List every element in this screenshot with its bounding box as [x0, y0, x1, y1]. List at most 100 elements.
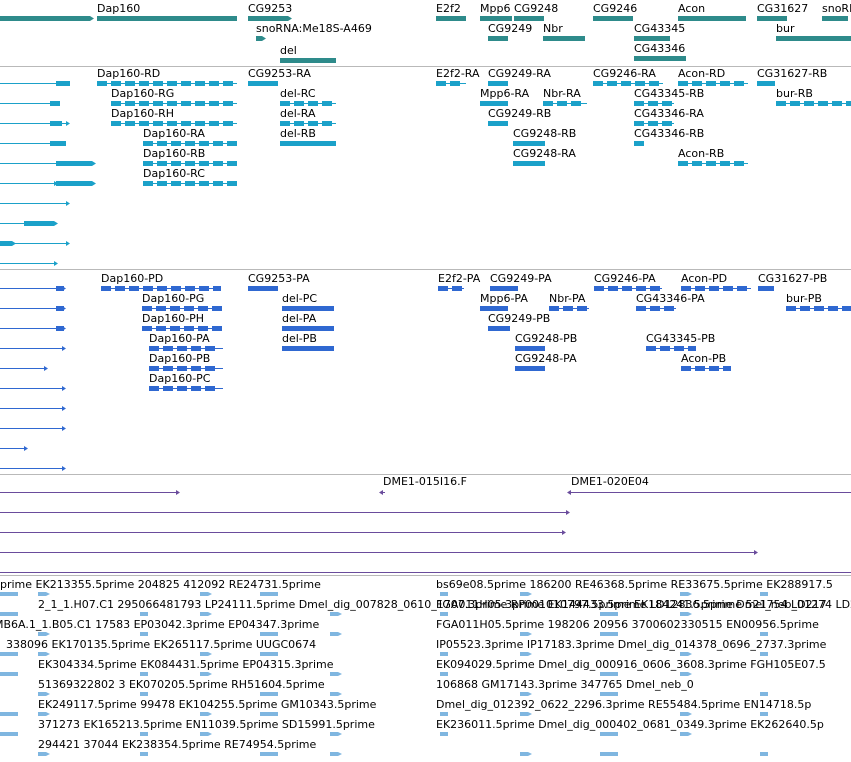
gene-label[interactable]: CG43345: [634, 22, 686, 35]
est-feature[interactable]: [196, 651, 212, 657]
polypeptide-feature[interactable]: [52, 305, 68, 312]
est-feature[interactable]: [34, 711, 50, 717]
est-feature[interactable]: [436, 731, 452, 737]
polypeptide-label[interactable]: Dap160-PB: [149, 352, 211, 365]
est-feature[interactable]: [0, 651, 22, 657]
est-feature[interactable]: [136, 611, 152, 617]
clone-feature[interactable]: [0, 549, 758, 556]
transcript-label[interactable]: bur-RB: [776, 87, 813, 100]
est-feature[interactable]: [0, 731, 22, 737]
est-feature[interactable]: [596, 671, 622, 677]
transcript-label[interactable]: CG9249-RA: [488, 67, 551, 80]
polypeptide-label[interactable]: Acon-PB: [681, 352, 727, 365]
est-feature[interactable]: [516, 711, 532, 717]
est-feature[interactable]: [756, 591, 772, 597]
est-feature[interactable]: [436, 671, 452, 677]
clone-feature[interactable]: [0, 509, 570, 516]
polypeptide-label[interactable]: CG9248-PA: [515, 352, 577, 365]
clone-label[interactable]: DME1-020E04: [571, 475, 649, 488]
est-feature[interactable]: [256, 631, 282, 637]
transcript-label[interactable]: E2f2-RA: [436, 67, 480, 80]
gene-label[interactable]: CG43346: [634, 42, 686, 55]
clone-feature[interactable]: [567, 489, 851, 496]
gene-feature[interactable]: [510, 15, 548, 22]
gene-feature[interactable]: [674, 15, 750, 22]
polypeptide-feature[interactable]: [590, 285, 666, 292]
transcript-feature[interactable]: [476, 100, 512, 107]
transcript-feature[interactable]: [509, 140, 549, 147]
est-feature[interactable]: [326, 751, 342, 757]
polypeptide-feature[interactable]: [677, 285, 755, 292]
polypeptide-feature[interactable]: [476, 305, 512, 312]
est-feature[interactable]: [436, 591, 452, 597]
transcript-feature[interactable]: [107, 100, 241, 107]
polypeptide-label[interactable]: Nbr-PA: [549, 292, 586, 305]
est-feature[interactable]: [676, 711, 692, 717]
clone-feature[interactable]: [556, 509, 570, 516]
transcript-feature[interactable]: [630, 140, 648, 147]
gene-feature[interactable]: [93, 15, 241, 22]
est-feature[interactable]: [756, 711, 772, 717]
polypeptide-label[interactable]: CG9249-PB: [488, 312, 551, 325]
gene-feature[interactable]: [244, 15, 292, 22]
transcript-feature[interactable]: [772, 100, 851, 107]
transcript-label[interactable]: Dap160-RB: [143, 147, 206, 160]
est-label[interactable]: Dmel_dig_012392_0622_2296.3prime RE55484…: [436, 698, 812, 711]
gene-feature[interactable]: [252, 35, 266, 42]
polypeptide-label[interactable]: bur-PB: [786, 292, 822, 305]
est-feature[interactable]: [196, 591, 212, 597]
polypeptide-feature[interactable]: [97, 285, 225, 292]
polypeptide-label[interactable]: CG9249-PA: [490, 272, 552, 285]
est-feature[interactable]: [326, 691, 342, 697]
transcript-feature[interactable]: [630, 120, 678, 127]
clone-feature[interactable]: [0, 569, 851, 575]
transcript-label[interactable]: CG43346-RA: [634, 107, 704, 120]
gene-feature[interactable]: [0, 15, 94, 22]
est-feature[interactable]: [136, 671, 152, 677]
polypeptide-label[interactable]: CG43345-PB: [646, 332, 716, 345]
transcript-feature[interactable]: [0, 260, 58, 267]
gene-label[interactable]: snoRNA:Me18S-A469: [256, 22, 372, 35]
polypeptide-feature[interactable]: [278, 345, 338, 352]
gene-feature[interactable]: [276, 57, 340, 64]
polypeptide-feature[interactable]: [278, 305, 338, 312]
est-feature[interactable]: [256, 751, 282, 757]
gene-feature[interactable]: [589, 15, 637, 22]
est-label[interactable]: 2_1_1.H07.C1 295066481793 LP24111.5prime…: [38, 598, 851, 611]
gene-label[interactable]: CG9248: [514, 2, 559, 15]
gene-label[interactable]: Dap160: [97, 2, 141, 15]
clone-feature[interactable]: [744, 549, 758, 556]
est-feature[interactable]: [756, 751, 772, 757]
est-feature[interactable]: [196, 611, 212, 617]
polypeptide-label[interactable]: del-PA: [282, 312, 317, 325]
est-label[interactable]: 51369322802 3 EK070205.5prime RH51604.5p…: [38, 678, 325, 691]
polypeptide-label[interactable]: del-PB: [282, 332, 317, 345]
polypeptide-feature[interactable]: [486, 285, 522, 292]
gene-label[interactable]: CG9246: [593, 2, 638, 15]
est-feature[interactable]: [756, 691, 772, 697]
est-feature[interactable]: [0, 711, 22, 717]
transcript-feature[interactable]: [139, 180, 241, 187]
polypeptide-label[interactable]: E2f2-PA: [438, 272, 481, 285]
polypeptide-feature[interactable]: [244, 285, 282, 292]
est-feature[interactable]: [516, 691, 532, 697]
est-label[interactable]: 106868 GM17143.3prime 347765 Dmel_neb_0: [436, 678, 694, 691]
est-feature[interactable]: [0, 671, 22, 677]
gene-label[interactable]: Acon: [678, 2, 706, 15]
polypeptide-feature[interactable]: [278, 325, 338, 332]
est-feature[interactable]: [34, 651, 50, 657]
est-label[interactable]: FGA011H05.3prime EK144433.5prime LD12836…: [436, 598, 827, 611]
est-label[interactable]: 294421 37044 EK238354.5prime RE74954.5pr…: [38, 738, 317, 751]
polypeptide-label[interactable]: Acon-PD: [681, 272, 728, 285]
clone-feature[interactable]: [552, 529, 566, 536]
transcript-label[interactable]: Mpp6-RA: [480, 87, 530, 100]
polypeptide-feature[interactable]: [145, 365, 227, 372]
transcript-feature[interactable]: [539, 100, 591, 107]
transcript-feature[interactable]: [20, 220, 58, 227]
polypeptide-feature[interactable]: [52, 325, 68, 332]
est-feature[interactable]: [596, 731, 622, 737]
est-feature[interactable]: [256, 591, 282, 597]
transcript-feature[interactable]: [276, 120, 340, 127]
polypeptide-feature[interactable]: [754, 285, 778, 292]
transcript-feature[interactable]: [93, 80, 241, 87]
